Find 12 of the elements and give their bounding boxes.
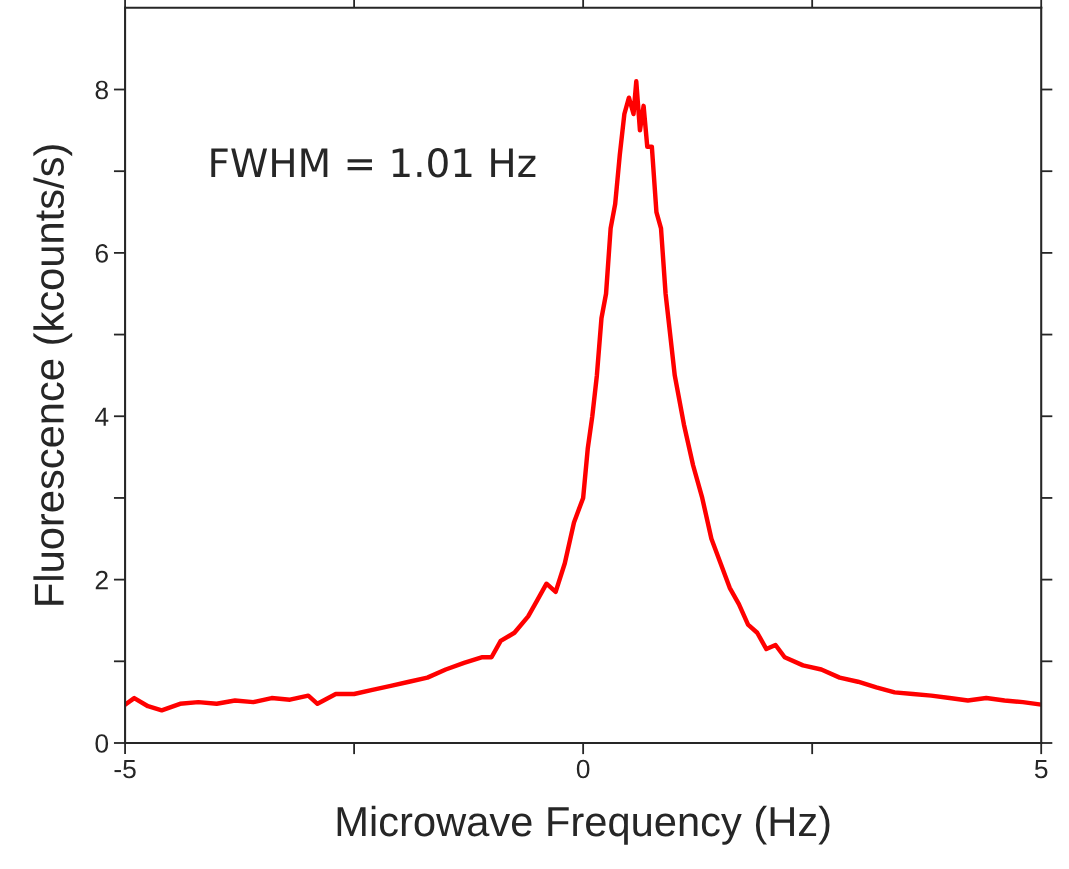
y-tick-label: 6 [95,244,108,263]
y-tick-label: 0 [95,734,109,753]
y-axis-title: Fluorescence (kcounts/s) [33,145,73,605]
x-tick-label: 0 [576,759,590,779]
annotation: FWHM = 1.01 Hz [211,148,536,178]
y-tick-label: 2 [95,570,108,590]
line-series [125,79,1042,713]
y-tick-label: 8 [95,80,108,100]
x-tick-label: 5 [1034,759,1048,779]
y-tick-label: 4 [95,407,109,426]
x-tick-label: -5 [114,759,136,779]
x-axis-title: Microwave Frequency (Hz) [337,805,830,845]
